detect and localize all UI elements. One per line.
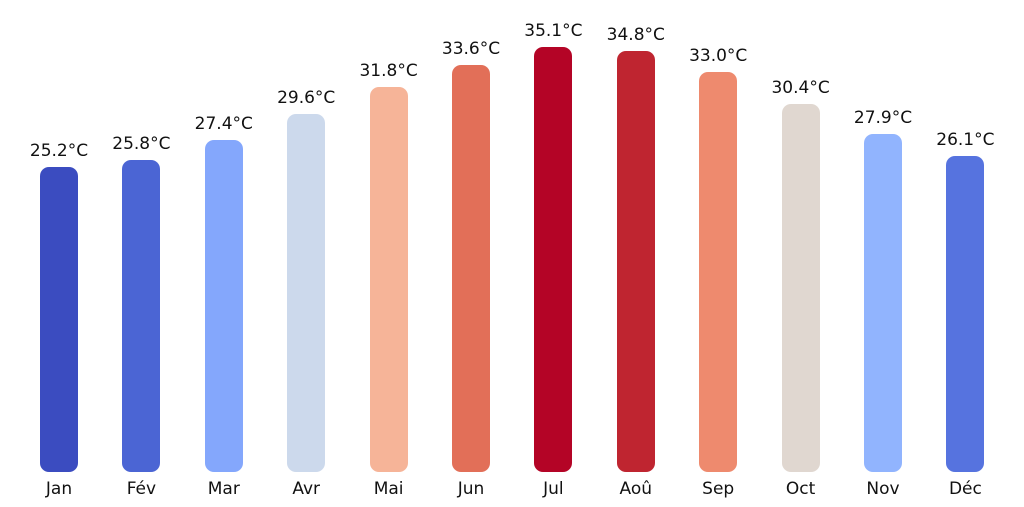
bar-avr <box>287 113 326 472</box>
month-label-mar: Mar <box>207 479 240 499</box>
bar-aou <box>616 50 655 472</box>
bar-oct <box>781 103 820 472</box>
month-label-jul: Jul <box>543 479 564 499</box>
bar-jun <box>452 65 490 472</box>
bar-mai <box>369 86 408 472</box>
month-label-avr: Avr <box>292 479 321 499</box>
bar-mar <box>204 140 243 472</box>
value-label-nov: 27.9°C <box>853 108 913 129</box>
month-label-oct: Oct <box>785 479 816 499</box>
month-label-fev: Fév <box>126 479 157 499</box>
month-label-jan: Jan <box>45 479 73 499</box>
month-label-sep: Sep <box>702 479 735 499</box>
value-label-jul: 35.1°C <box>524 21 583 41</box>
month-label-mai: Mai <box>373 479 404 499</box>
bar-fev <box>122 159 161 472</box>
month-label-jun: Jun <box>457 479 485 499</box>
value-label-oct: 30.4°C <box>771 77 830 98</box>
month-label-nov: Nov <box>866 479 900 499</box>
value-label-fev: 25.8°C <box>112 133 171 154</box>
bar-jan <box>40 166 78 472</box>
value-label-aou: 34.8°C <box>606 24 665 45</box>
bar-dec <box>946 155 985 472</box>
value-label-sep: 33.0°C <box>689 46 748 67</box>
bar-nov <box>864 134 902 472</box>
month-label-aou: Aoû <box>619 479 653 499</box>
value-label-mai: 31.8°C <box>359 60 418 81</box>
month-label-dec: Déc <box>948 479 982 499</box>
value-label-dec: 26.1°C <box>936 129 995 150</box>
value-label-jun: 33.6°C <box>441 39 501 60</box>
bar-sep <box>699 72 738 472</box>
value-label-jan: 25.2°C <box>29 140 89 161</box>
value-label-mar: 27.4°C <box>194 114 253 135</box>
value-label-avr: 29.6°C <box>277 87 336 108</box>
bar-jul <box>534 47 573 472</box>
